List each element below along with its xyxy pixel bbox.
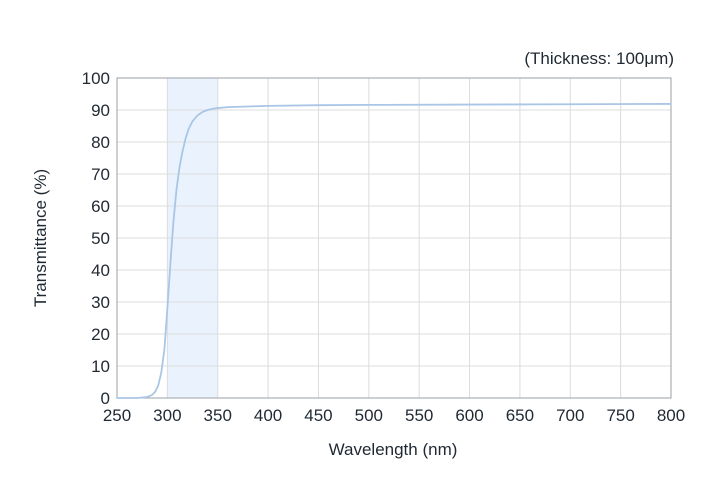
y-tick-label-90: 90 [91, 101, 110, 120]
y-tick-label-40: 40 [91, 261, 110, 280]
x-tick-label-250: 250 [103, 406, 131, 425]
plot-frame-layer [116, 77, 672, 399]
x-tick-label-450: 450 [304, 406, 332, 425]
x-tick-label-400: 400 [254, 406, 282, 425]
y-tick-label-50: 50 [91, 229, 110, 248]
x-tick-labels: 250 300 350 400 450 500 550 600 650 700 750 800 [103, 406, 685, 425]
y-tick-label-100: 100 [82, 69, 110, 88]
transmittance-line [116, 103, 672, 399]
y-tick-label-80: 80 [91, 133, 110, 152]
x-tick-label-650: 650 [506, 406, 534, 425]
x-tick-label-800: 800 [657, 406, 685, 425]
x-tick-label-300: 300 [153, 406, 181, 425]
series-layer [116, 103, 672, 399]
y-tick-labels: 0 10 20 30 40 50 60 70 80 90 100 [82, 69, 110, 408]
x-tick-label-750: 750 [606, 406, 634, 425]
plot-frame [116, 77, 672, 399]
x-tick-label-600: 600 [455, 406, 483, 425]
grid-layer [116, 77, 672, 399]
annotation-thickness: (Thickness: 100μm) [524, 49, 674, 68]
y-tick-label-30: 30 [91, 293, 110, 312]
x-tick-label-700: 700 [556, 406, 584, 425]
y-tick-label-0: 0 [101, 389, 110, 408]
y-tick-label-20: 20 [91, 325, 110, 344]
y-axis-title: Transmittance (%) [31, 169, 50, 307]
y-tick-label-10: 10 [91, 357, 110, 376]
y-tick-label-60: 60 [91, 197, 110, 216]
x-tick-label-550: 550 [405, 406, 433, 425]
x-tick-label-350: 350 [204, 406, 232, 425]
x-tick-label-500: 500 [355, 406, 383, 425]
y-tick-label-70: 70 [91, 165, 110, 184]
x-axis-title: Wavelength (nm) [329, 440, 458, 459]
